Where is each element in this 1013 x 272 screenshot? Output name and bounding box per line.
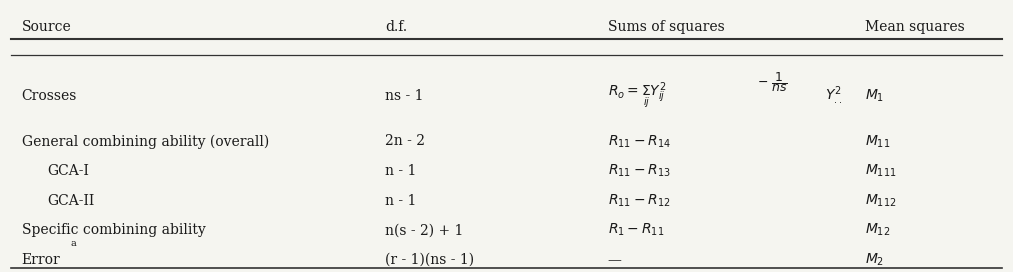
- Text: $M_2$: $M_2$: [865, 252, 884, 268]
- Text: n(s - 2) + 1: n(s - 2) + 1: [385, 223, 464, 237]
- Text: Source: Source: [21, 20, 71, 34]
- Text: n - 1: n - 1: [385, 164, 416, 178]
- Text: GCA-II: GCA-II: [47, 194, 94, 208]
- Text: $M_{11}$: $M_{11}$: [865, 133, 890, 150]
- Text: $Y^2_{..}$: $Y^2_{..}$: [825, 84, 842, 107]
- Text: Specific combining ability: Specific combining ability: [21, 223, 206, 237]
- Text: $R_{11} - R_{12}$: $R_{11} - R_{12}$: [608, 192, 670, 209]
- Text: General combining ability (overall): General combining ability (overall): [21, 134, 268, 149]
- Text: a: a: [70, 239, 76, 248]
- Text: Crosses: Crosses: [21, 89, 77, 103]
- Text: Sums of squares: Sums of squares: [608, 20, 724, 34]
- Text: Mean squares: Mean squares: [865, 20, 964, 34]
- Text: $R_o = \underset{ij}{\Sigma}Y^2_{ij}$: $R_o = \underset{ij}{\Sigma}Y^2_{ij}$: [608, 80, 666, 111]
- Text: (r - 1)(ns - 1): (r - 1)(ns - 1): [385, 253, 474, 267]
- Text: $R_{11} - R_{13}$: $R_{11} - R_{13}$: [608, 163, 671, 179]
- Text: $R_{11} - R_{14}$: $R_{11} - R_{14}$: [608, 133, 671, 150]
- Text: $M_{12}$: $M_{12}$: [865, 222, 890, 239]
- Text: ns - 1: ns - 1: [385, 89, 423, 103]
- Text: n - 1: n - 1: [385, 194, 416, 208]
- Text: 2n - 2: 2n - 2: [385, 134, 425, 149]
- Text: $R_1 - R_{11}$: $R_1 - R_{11}$: [608, 222, 664, 239]
- Text: $M_1$: $M_1$: [865, 87, 884, 104]
- Text: $-\ \dfrac{1}{ns}$: $-\ \dfrac{1}{ns}$: [757, 70, 788, 94]
- Text: $M_{112}$: $M_{112}$: [865, 192, 897, 209]
- Text: Error: Error: [21, 253, 61, 267]
- Text: —: —: [608, 253, 621, 267]
- Text: d.f.: d.f.: [385, 20, 407, 34]
- Text: $M_{111}$: $M_{111}$: [865, 163, 897, 179]
- Text: GCA-I: GCA-I: [47, 164, 89, 178]
